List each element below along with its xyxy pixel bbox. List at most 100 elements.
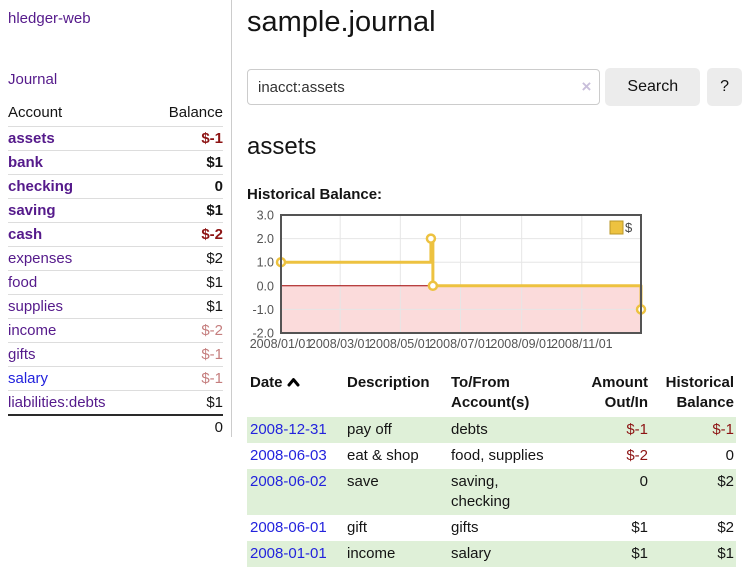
register-header-accounts: To/From Account(s) (451, 374, 530, 411)
account-balance: $1 (206, 202, 223, 219)
account-balance: $-2 (201, 322, 223, 339)
account-link[interactable]: assets (8, 130, 55, 147)
account-balance: $1 (206, 298, 223, 315)
account-name-cell: income (8, 319, 146, 343)
account-row: supplies $1 (8, 294, 223, 319)
page-title: sample.journal (247, 6, 436, 38)
account-balance: 0 (214, 178, 223, 195)
table-row: 2008-06-02 save saving, checking 0 $2 (247, 469, 736, 515)
register-table-body: 2008-12-31 pay off debts $-1 $-1 2008-06… (247, 417, 736, 567)
account-link[interactable]: liabilities:debts (8, 394, 106, 411)
transaction-description: income (347, 545, 396, 562)
account-link[interactable]: income (8, 322, 57, 339)
svg-text:2008/05/01: 2008/05/01 (369, 337, 432, 351)
account-title: assets (247, 133, 317, 160)
transaction-accounts: debts (451, 421, 488, 438)
register-header-date[interactable]: Date (247, 371, 344, 417)
transaction-date-link[interactable]: 2008-01-01 (250, 545, 327, 562)
transaction-description: eat & shop (347, 447, 419, 464)
account-link[interactable]: salary (8, 370, 49, 387)
register-header-balance: Historical Balance (665, 374, 734, 411)
account-name-cell: bank (8, 151, 146, 175)
accounts-table-body: assets $-1 bank $1 checking 0 saving $1 … (8, 126, 223, 416)
account-row: gifts $-1 (8, 342, 223, 367)
transaction-date-cell: 2008-06-01 (247, 515, 344, 541)
transaction-balance: $2 (717, 473, 734, 490)
svg-text:-2.0: -2.0 (252, 327, 274, 341)
transaction-balance: 0 (725, 447, 734, 464)
transaction-date-link[interactable]: 2008-12-31 (250, 421, 327, 438)
sidebar-item-journal[interactable]: Journal (8, 71, 58, 88)
account-name-cell: salary (8, 367, 146, 391)
main-content: sample.journal × Search ? assets Histori… (232, 0, 742, 587)
account-balance: $1 (206, 154, 223, 171)
transaction-date-link[interactable]: 2008-06-02 (250, 473, 327, 490)
register-table: Date Description To/From Account(s) Amou… (247, 371, 736, 567)
account-link[interactable]: bank (8, 154, 44, 171)
register-header-description: Description (347, 374, 430, 391)
transaction-description: pay off (347, 421, 392, 438)
account-name-cell: supplies (8, 295, 146, 319)
transaction-balance: $2 (717, 519, 734, 536)
account-name-cell: saving (8, 199, 146, 223)
table-row: 2008-01-01 income salary $1 $1 (247, 541, 736, 567)
transaction-description: gift (347, 519, 368, 536)
svg-text:0.0: 0.0 (257, 279, 274, 293)
register-header-amount: Amount Out/In (591, 374, 648, 411)
account-balance: $-1 (201, 130, 223, 147)
register-header-date-label: Date (250, 374, 283, 391)
table-row: 2008-12-31 pay off debts $-1 $-1 (247, 417, 736, 443)
transaction-accounts: food, supplies (451, 447, 544, 464)
transaction-date-link[interactable]: 2008-06-01 (250, 519, 327, 536)
account-link[interactable]: gifts (8, 346, 36, 363)
account-row: cash $-2 (8, 222, 223, 247)
account-link[interactable]: supplies (8, 298, 64, 315)
account-link[interactable]: saving (8, 202, 56, 219)
account-row: saving $1 (8, 198, 223, 223)
account-balance: $2 (206, 250, 223, 267)
account-balance: $-1 (201, 370, 223, 387)
account-link[interactable]: cash (8, 226, 43, 243)
transaction-accounts: salary (451, 545, 492, 562)
account-row: food $1 (8, 270, 223, 295)
clear-search-icon[interactable]: × (581, 77, 592, 97)
account-name-cell: assets (8, 127, 146, 151)
sidebar: hledger-web Journal Account Balance asse… (0, 0, 232, 437)
transaction-description: save (347, 473, 379, 490)
table-row: 2008-06-03 eat & shop food, supplies $-2… (247, 443, 736, 469)
svg-text:2008/09/01: 2008/09/01 (490, 337, 553, 351)
transaction-amount: $1 (631, 519, 648, 536)
account-balance: $-1 (201, 346, 223, 363)
svg-text:2008/07/01: 2008/07/01 (429, 337, 492, 351)
svg-text:2.0: 2.0 (257, 232, 274, 246)
svg-text:2008/11/01: 2008/11/01 (551, 337, 613, 351)
transaction-amount: $-2 (626, 447, 648, 464)
account-name-cell: liabilities:debts (8, 391, 146, 416)
transaction-balance: $1 (717, 545, 734, 562)
transaction-date-cell: 2008-01-01 (247, 541, 344, 567)
accounts-table: Account Balance assets $-1 bank $1 check… (8, 101, 223, 439)
chart-title: Historical Balance: (247, 186, 383, 203)
help-button[interactable]: ? (707, 68, 742, 106)
accounts-total-value: 0 (214, 419, 223, 436)
svg-text:$: $ (625, 220, 633, 235)
account-row: liabilities:debts $1 (8, 390, 223, 416)
brand-link[interactable]: hledger-web (8, 10, 91, 27)
account-link[interactable]: expenses (8, 250, 73, 267)
transaction-amount: $1 (631, 545, 648, 562)
account-link[interactable]: food (8, 274, 38, 291)
account-row: expenses $2 (8, 246, 223, 271)
transaction-date-link[interactable]: 2008-06-03 (250, 447, 327, 464)
account-row: checking 0 (8, 174, 223, 199)
transaction-date-cell: 2008-12-31 (247, 417, 344, 443)
svg-text:2008/01/01: 2008/01/01 (250, 337, 313, 351)
svg-text:1.0: 1.0 (257, 256, 274, 270)
account-link[interactable]: checking (8, 178, 74, 195)
transaction-amount: $-1 (626, 421, 648, 438)
search-button[interactable]: Search (605, 68, 701, 106)
transaction-date-cell: 2008-06-02 (247, 469, 344, 515)
account-balance: $1 (206, 394, 223, 411)
search-input[interactable] (247, 69, 601, 105)
account-row: assets $-1 (8, 126, 223, 151)
